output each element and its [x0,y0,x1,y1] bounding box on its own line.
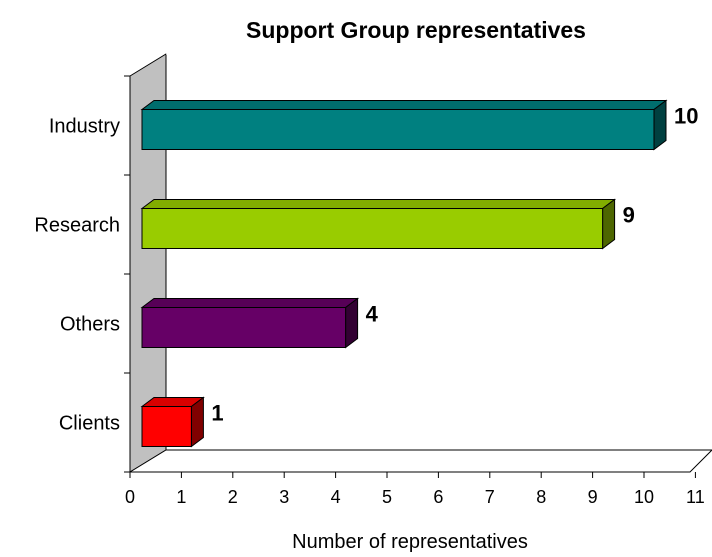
x-tick-label: 9 [588,487,598,507]
x-tick-label: 8 [536,487,546,507]
bar-top-face [140,199,617,209]
bar-clients [140,396,205,448]
category-label: Research [34,215,120,237]
category-label: Industry [49,116,120,138]
x-tick-label: 5 [382,487,392,507]
data-label: 10 [674,104,698,129]
category-label: Others [60,314,120,336]
bar-research [140,198,617,250]
back-wall [166,54,712,450]
bars [140,99,668,448]
data-label: 1 [211,401,223,426]
bar-front-face [141,109,655,150]
x-axis-title: Number of representatives [292,531,528,553]
category-label: Clients [59,413,120,435]
floor [128,449,712,473]
x-tick-label: 10 [634,487,654,507]
data-labels: 10 9 4 1 [211,104,698,426]
x-axis-ticks: 0 1 2 3 4 5 6 7 8 9 10 11 [125,472,705,507]
data-label: 9 [623,203,635,228]
y-axis-ticks [124,75,130,473]
x-tick-label: 6 [433,487,443,507]
bar-top-face [140,100,668,110]
bar-top-face [140,298,360,308]
bar-side-face [602,198,616,250]
bar-front-face [141,307,347,348]
x-tick-label: 4 [331,487,341,507]
chart-title: Support Group representatives [246,17,586,43]
x-tick-label: 11 [686,487,705,507]
bar-front-face [141,406,192,447]
x-tick-label: 1 [176,487,186,507]
bar-industry [140,99,668,151]
bar-side-face [653,99,667,151]
bar-side-face [345,297,359,349]
x-tick-label: 3 [279,487,289,507]
category-labels: Industry Research Others Clients [34,116,120,435]
x-tick-label: 0 [125,487,135,507]
x-tick-label: 7 [485,487,495,507]
bar-side-face [190,396,204,448]
x-tick-label: 2 [228,487,238,507]
bar-others [140,297,360,349]
bar-front-face [141,208,604,249]
data-label: 4 [366,302,379,327]
